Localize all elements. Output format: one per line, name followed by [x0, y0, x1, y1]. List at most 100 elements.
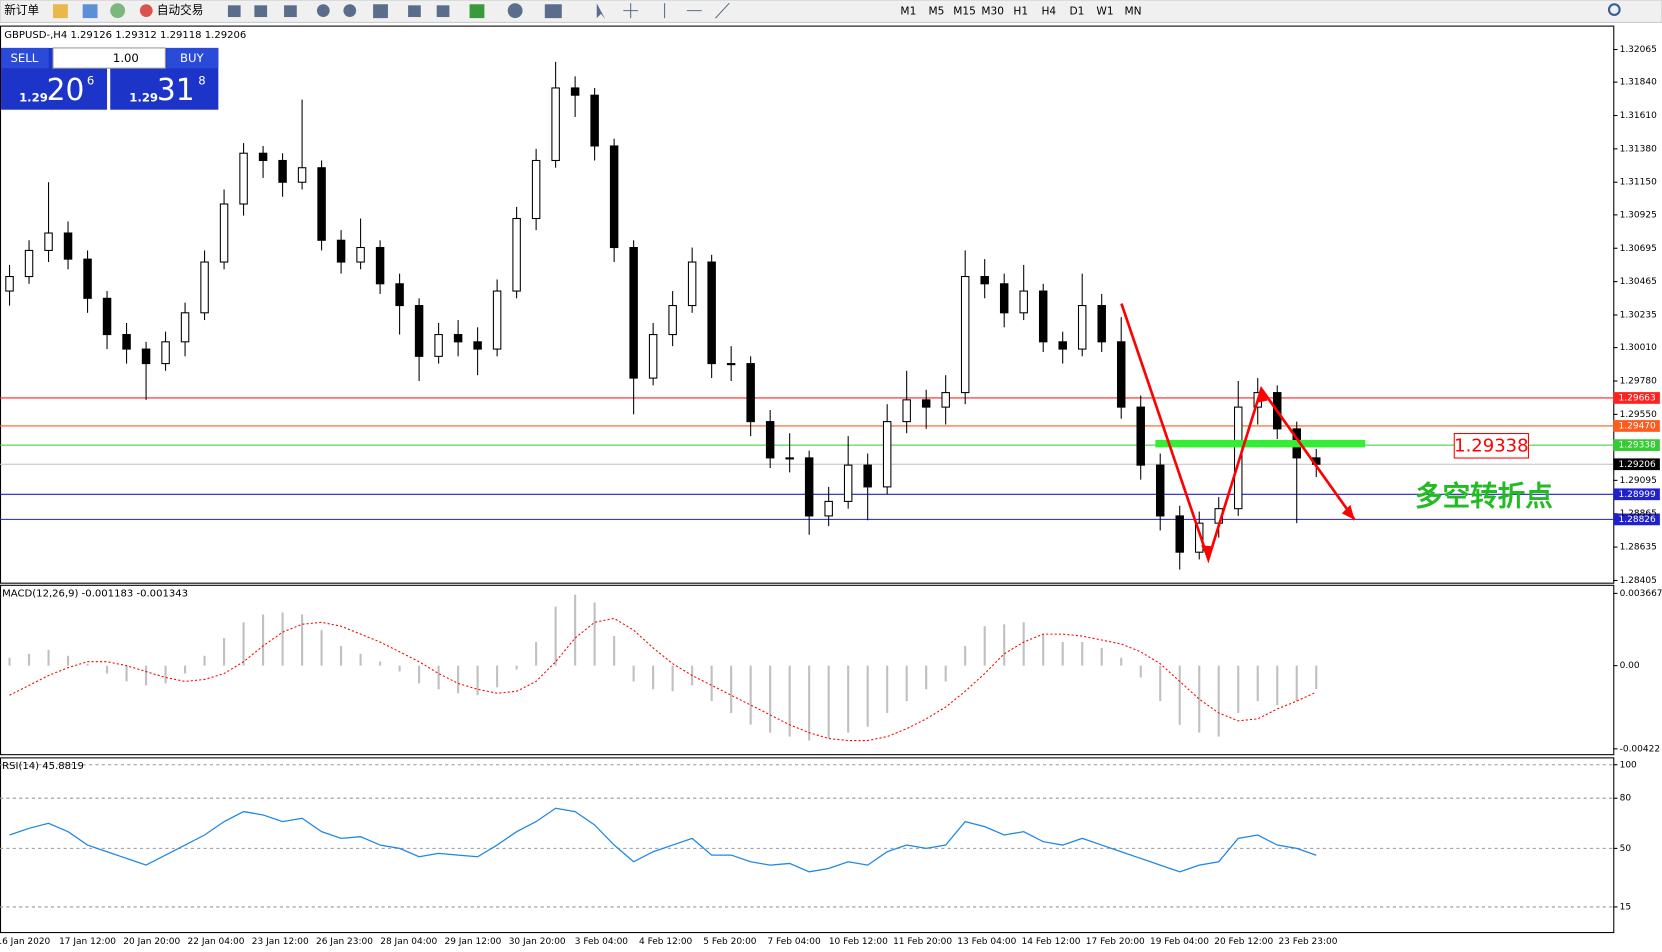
- icon[interactable]: [227, 5, 241, 18]
- y-tick-label: 1.30235: [1620, 310, 1657, 320]
- x-tick-label: 17 Jan 12:00: [59, 937, 116, 947]
- icon[interactable]: [82, 4, 98, 19]
- zigzag: [1120, 303, 1356, 564]
- candle-body: [512, 217, 521, 292]
- candle-body: [83, 258, 92, 299]
- timeframe-button[interactable]: MN: [1125, 5, 1142, 18]
- candle-body: [980, 276, 989, 285]
- icon[interactable]: [436, 5, 450, 18]
- y-tick-label: 1.29780: [1620, 376, 1657, 386]
- candle-body: [609, 145, 619, 249]
- candle-body: [570, 87, 580, 96]
- timeframe-button[interactable]: M5: [929, 5, 945, 18]
- candle-body: [297, 167, 307, 183]
- price-level-tag: [1613, 458, 1660, 471]
- search-icon[interactable]: [1607, 3, 1621, 16]
- candle-body: [590, 94, 599, 147]
- candle-body: [726, 363, 736, 366]
- candle-body: [707, 261, 716, 365]
- candle-body: [200, 261, 209, 314]
- x-tick-label: 4 Feb 12:00: [639, 937, 693, 947]
- sell-button[interactable]: [1, 47, 49, 69]
- timeframe-button[interactable]: D1: [1069, 5, 1084, 18]
- candle-body: [63, 232, 73, 260]
- buy-label[interactable]: BUY: [180, 51, 204, 65]
- candle-body: [1038, 290, 1048, 343]
- candle-body: [1116, 341, 1126, 408]
- price-level-label: 1.29470: [1619, 421, 1656, 431]
- icon[interactable]: [408, 5, 421, 18]
- candle-body: [317, 167, 326, 241]
- timeframe-button[interactable]: W1: [1096, 5, 1113, 18]
- candle-body: [336, 239, 346, 263]
- candle-body: [161, 341, 170, 365]
- price-level-label: 1.29338: [1619, 441, 1656, 451]
- new-order-button[interactable]: 新订单: [4, 3, 39, 17]
- x-tick-label: 11 Feb 20:00: [893, 937, 952, 947]
- y-tick-label: 1.30695: [1620, 244, 1657, 254]
- auto-trading-button[interactable]: 自动交易: [157, 3, 204, 17]
- candle-body: [219, 203, 229, 263]
- timeframe-bar: M1 M5 M15 M30 H1 H4 D1 W1 MN: [900, 5, 1141, 18]
- annotation: 多空转折点: [1415, 479, 1553, 512]
- candle-body: [921, 399, 931, 408]
- icon[interactable]: [469, 4, 485, 19]
- candle-body: [141, 348, 151, 365]
- chart-title: GBPUSD-,H4 1.29126 1.29312 1.29118 1.292…: [4, 30, 246, 41]
- price-level-label: 1.28826: [1619, 515, 1656, 525]
- rsi-line: [9, 807, 1317, 873]
- x-tick-label: 5 Feb 20:00: [703, 937, 757, 947]
- toolbar: [0, 0, 1662, 23]
- price-level-label: 1.29206: [1619, 460, 1656, 470]
- candle-body: [1194, 522, 1204, 553]
- buy-price-point: 8: [198, 73, 205, 87]
- icon[interactable]: [316, 4, 330, 18]
- icon[interactable]: [284, 5, 297, 18]
- candle-body: [258, 152, 268, 162]
- rsi-title: RSI(14) 45.8819: [2, 761, 84, 772]
- one-click-panel: SELL 1.00 BUY 1.29 20 6 1.29 31 8: [1, 47, 219, 110]
- candle-body: [941, 392, 950, 408]
- x-tick-label: 23 Jan 12:00: [252, 937, 309, 947]
- candle-body: [824, 500, 833, 517]
- lots-value[interactable]: 1.00: [113, 51, 139, 65]
- x-tick-label: 14 Feb 12:00: [1022, 937, 1081, 947]
- candle-body: [882, 421, 892, 488]
- y-tick-label: 1.32065: [1620, 45, 1657, 55]
- candle-body: [356, 246, 365, 263]
- timeframe-button[interactable]: M30: [981, 5, 1004, 18]
- timeframe-button[interactable]: H4: [1041, 5, 1056, 18]
- icon[interactable]: [544, 4, 562, 19]
- lots-input[interactable]: [52, 47, 166, 69]
- buy-price-big: 1.29: [129, 90, 158, 104]
- icon[interactable]: [373, 4, 388, 19]
- candle-body: [122, 334, 131, 350]
- timeframe-button[interactable]: H1: [1013, 5, 1028, 18]
- candle-body: [180, 312, 190, 343]
- icon[interactable]: [507, 3, 523, 19]
- candle-body: [473, 341, 482, 350]
- candle-body: [804, 457, 814, 517]
- line-icons[interactable]: [623, 2, 730, 19]
- sell-price-pips: 20: [47, 73, 85, 108]
- buy-button[interactable]: [166, 47, 219, 69]
- y-tick-label: 1.30465: [1620, 277, 1657, 287]
- candle-body: [1077, 305, 1087, 350]
- sell-label[interactable]: SELL: [11, 51, 39, 65]
- y-tick-label: 1.30925: [1620, 210, 1657, 220]
- icon[interactable]: [52, 4, 68, 19]
- icon[interactable]: [254, 5, 268, 18]
- y-tick-label: 15: [1620, 902, 1631, 912]
- x-tick-label: 23 Feb 23:00: [1278, 937, 1337, 947]
- macd-signal: [9, 617, 1317, 742]
- timeframe-button[interactable]: M1: [900, 5, 916, 18]
- candle-body: [492, 290, 502, 350]
- icon[interactable]: [343, 4, 357, 18]
- candle-body: [414, 305, 424, 357]
- icon[interactable]: [110, 3, 126, 19]
- candle-body: [746, 363, 755, 423]
- auto-trading-icon[interactable]: [139, 4, 153, 18]
- timeframe-button[interactable]: M15: [953, 5, 976, 18]
